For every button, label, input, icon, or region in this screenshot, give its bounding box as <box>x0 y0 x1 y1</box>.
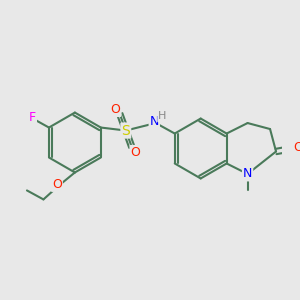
Text: N: N <box>150 115 159 128</box>
Text: S: S <box>122 124 130 137</box>
Text: O: O <box>52 178 62 191</box>
Text: O: O <box>130 146 140 159</box>
Text: O: O <box>293 140 300 154</box>
Text: F: F <box>29 111 36 124</box>
Text: N: N <box>243 167 252 181</box>
Text: H: H <box>158 112 166 122</box>
Text: O: O <box>110 103 120 116</box>
